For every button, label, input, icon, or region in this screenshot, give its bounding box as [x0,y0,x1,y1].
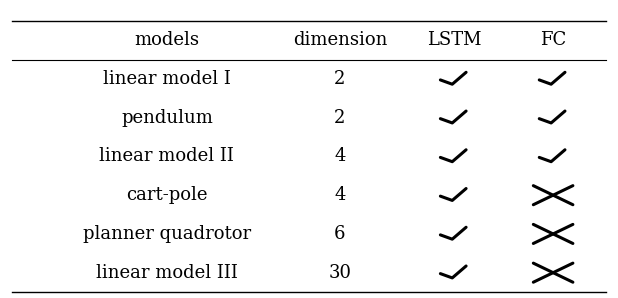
Text: 4: 4 [334,186,345,204]
Text: cart-pole: cart-pole [126,186,208,204]
Text: 2: 2 [334,70,345,88]
Text: models: models [134,31,200,49]
Text: dimension: dimension [293,31,387,49]
Text: planner quadrotor: planner quadrotor [83,225,251,243]
Text: linear model I: linear model I [103,70,231,88]
Text: 30: 30 [328,264,352,282]
Text: 4: 4 [334,148,345,165]
Text: 2: 2 [334,109,345,127]
Text: linear model II: linear model II [99,148,234,165]
Text: LSTM: LSTM [427,31,481,49]
Text: 6: 6 [334,225,345,243]
Text: pendulum: pendulum [121,109,213,127]
Text: linear model III: linear model III [96,264,238,282]
Text: FC: FC [540,31,566,49]
